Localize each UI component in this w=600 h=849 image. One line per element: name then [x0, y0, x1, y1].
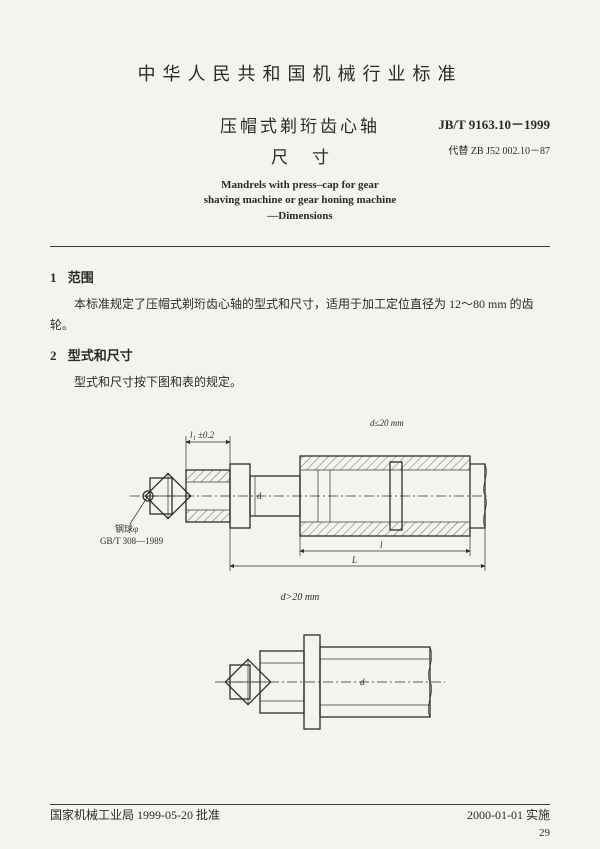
- label-ball: 钢球φ: [115, 523, 138, 534]
- section-type-dims: 2 型式和尺寸 型式和尺寸按下图和表的规定。: [50, 345, 550, 392]
- figure-mandrel-large-d: d: [210, 617, 450, 747]
- dim-d: d: [257, 491, 262, 501]
- divider-top: [50, 246, 550, 247]
- section-1-title: 范围: [68, 270, 94, 285]
- supersedes-note: 代替 ZB J52 002.10－87: [448, 142, 550, 157]
- national-standard-header: 中华人民共和国机械行业标准: [50, 60, 550, 86]
- section-1-heading: 1 范围: [50, 267, 550, 286]
- section-1-number: 1: [50, 270, 57, 285]
- figure-2-caption: d>20 mm: [50, 592, 550, 603]
- footer-effective: 2000-01-01 实施: [467, 806, 550, 823]
- title-block: 压帽式剃珩齿心轴 尺寸 Mandrels with press–cap for …: [50, 112, 550, 224]
- figure-mandrel-small-d: d 钢球φ GB/T 308—1989 l₁ ±0.2 d≤20 mm l L: [90, 406, 510, 586]
- dim-L-big: L: [351, 555, 357, 565]
- footer-divider: [50, 804, 550, 805]
- footer-approval: 国家机械工业局 1999-05-20 批准: [50, 806, 220, 823]
- title-en-line1: Mandrels with press–cap for gear: [221, 179, 379, 191]
- title-english: Mandrels with press–cap for gear shaving…: [50, 178, 550, 224]
- section-2-heading: 2 型式和尺寸: [50, 345, 550, 364]
- dim-l-small: l: [380, 540, 383, 550]
- standard-code: JB/T 9163.10－1999: [438, 114, 550, 133]
- page-number: 29: [539, 827, 550, 839]
- title-en-line2: shaving machine or gear honing machine: [204, 194, 396, 206]
- section-1-body: 本标准规定了压帽式剃珩齿心轴的型式和尺寸，适用于加工定位直径为 12～80 mm…: [50, 294, 550, 335]
- title-en-line3: —Dimensions: [267, 210, 332, 222]
- footer-line: 国家机械工业局 1999-05-20 批准 2000-01-01 实施: [50, 806, 550, 823]
- dim-d-fig2: d: [360, 677, 365, 687]
- section-2-title: 型式和尺寸: [68, 348, 133, 363]
- section-2-body: 型式和尺寸按下图和表的规定。: [50, 372, 550, 392]
- section-scope: 1 范围 本标准规定了压帽式剃珩齿心轴的型式和尺寸，适用于加工定位直径为 12～…: [50, 267, 550, 335]
- dim-l1: l₁ ±0.2: [190, 430, 215, 440]
- fig1-caption: d≤20 mm: [370, 418, 404, 428]
- section-2-number: 2: [50, 348, 57, 363]
- label-gbt: GB/T 308—1989: [100, 536, 164, 546]
